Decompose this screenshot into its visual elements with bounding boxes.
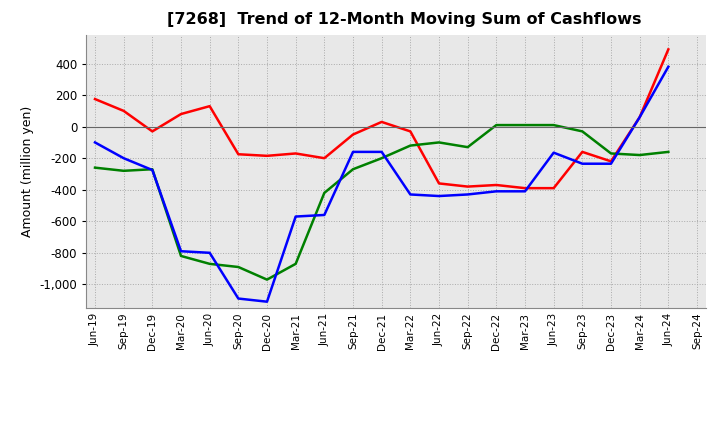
Free Cashflow	[406, 192, 415, 197]
Free Cashflow	[263, 299, 271, 304]
Investing Cashflow	[578, 129, 587, 134]
Free Cashflow	[377, 149, 386, 154]
Operating Cashflow	[120, 108, 128, 114]
Free Cashflow	[607, 161, 616, 166]
Investing Cashflow	[635, 152, 644, 158]
Free Cashflow	[120, 156, 128, 161]
Investing Cashflow	[176, 253, 185, 259]
Operating Cashflow	[664, 47, 672, 52]
Operating Cashflow	[292, 151, 300, 156]
Investing Cashflow	[607, 151, 616, 156]
Operating Cashflow	[492, 182, 500, 187]
Operating Cashflow	[406, 129, 415, 134]
Line: Operating Cashflow: Operating Cashflow	[95, 49, 668, 188]
Investing Cashflow	[348, 167, 357, 172]
Operating Cashflow	[234, 152, 243, 157]
Investing Cashflow	[664, 149, 672, 154]
Investing Cashflow	[263, 277, 271, 282]
Operating Cashflow	[320, 156, 328, 161]
Operating Cashflow	[91, 96, 99, 102]
Operating Cashflow	[521, 186, 529, 191]
Operating Cashflow	[464, 184, 472, 189]
Investing Cashflow	[91, 165, 99, 170]
Free Cashflow	[292, 214, 300, 219]
Operating Cashflow	[176, 111, 185, 117]
Operating Cashflow	[263, 153, 271, 158]
Investing Cashflow	[148, 167, 157, 172]
Investing Cashflow	[205, 261, 214, 267]
Free Cashflow	[492, 189, 500, 194]
Free Cashflow	[578, 161, 587, 166]
Investing Cashflow	[292, 261, 300, 267]
Free Cashflow	[205, 250, 214, 256]
Free Cashflow	[549, 150, 558, 155]
Operating Cashflow	[205, 103, 214, 109]
Free Cashflow	[521, 189, 529, 194]
Investing Cashflow	[492, 122, 500, 128]
Operating Cashflow	[377, 119, 386, 125]
Operating Cashflow	[435, 181, 444, 186]
Operating Cashflow	[348, 132, 357, 137]
Investing Cashflow	[234, 264, 243, 270]
Free Cashflow	[348, 149, 357, 154]
Free Cashflow	[664, 64, 672, 70]
Free Cashflow	[435, 194, 444, 199]
Operating Cashflow	[578, 149, 587, 154]
Investing Cashflow	[320, 190, 328, 195]
Investing Cashflow	[549, 122, 558, 128]
Investing Cashflow	[377, 156, 386, 161]
Free Cashflow	[234, 296, 243, 301]
Free Cashflow	[91, 140, 99, 145]
Operating Cashflow	[148, 129, 157, 134]
Y-axis label: Amount (million yen): Amount (million yen)	[21, 106, 34, 237]
Operating Cashflow	[607, 159, 616, 164]
Free Cashflow	[320, 213, 328, 218]
Investing Cashflow	[120, 168, 128, 173]
Line: Free Cashflow: Free Cashflow	[95, 67, 668, 302]
Text: [7268]  Trend of 12-Month Moving Sum of Cashflows: [7268] Trend of 12-Month Moving Sum of C…	[167, 12, 642, 27]
Line: Investing Cashflow: Investing Cashflow	[95, 125, 668, 279]
Investing Cashflow	[435, 140, 444, 145]
Investing Cashflow	[406, 143, 415, 148]
Free Cashflow	[176, 249, 185, 254]
Operating Cashflow	[635, 114, 644, 120]
Free Cashflow	[635, 114, 644, 120]
Free Cashflow	[464, 192, 472, 197]
Investing Cashflow	[521, 122, 529, 128]
Free Cashflow	[148, 167, 157, 172]
Investing Cashflow	[464, 144, 472, 150]
Operating Cashflow	[549, 186, 558, 191]
